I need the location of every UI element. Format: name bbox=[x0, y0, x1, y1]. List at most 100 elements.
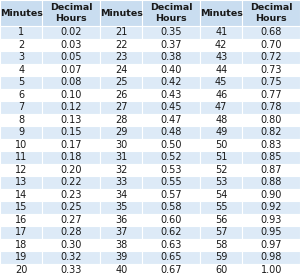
Bar bbox=[42, 201, 100, 214]
Bar bbox=[42, 76, 100, 89]
Text: 0.20: 0.20 bbox=[61, 165, 82, 175]
Text: 0.43: 0.43 bbox=[160, 90, 182, 100]
Text: 33: 33 bbox=[115, 177, 127, 187]
Bar bbox=[200, 114, 242, 126]
Text: 55: 55 bbox=[215, 202, 227, 212]
Bar bbox=[242, 76, 300, 89]
Text: 13: 13 bbox=[15, 177, 27, 187]
Text: 0.08: 0.08 bbox=[61, 78, 82, 87]
Text: 0.72: 0.72 bbox=[260, 52, 282, 62]
Bar bbox=[242, 64, 300, 76]
Bar bbox=[200, 39, 242, 51]
Bar bbox=[0, 39, 42, 51]
Text: 39: 39 bbox=[115, 252, 127, 262]
Bar bbox=[42, 64, 100, 76]
Text: 21: 21 bbox=[115, 28, 128, 38]
Text: Decimal
Hours: Decimal Hours bbox=[50, 3, 92, 23]
Text: 49: 49 bbox=[215, 128, 227, 137]
Bar bbox=[42, 151, 100, 164]
Bar bbox=[0, 151, 42, 164]
Bar bbox=[142, 201, 200, 214]
Bar bbox=[0, 114, 42, 126]
Text: 60: 60 bbox=[215, 265, 227, 275]
Bar bbox=[42, 51, 100, 64]
Text: 18: 18 bbox=[15, 240, 27, 250]
Text: 14: 14 bbox=[15, 190, 27, 200]
Bar bbox=[142, 139, 200, 151]
Bar bbox=[200, 201, 242, 214]
Bar bbox=[0, 126, 42, 139]
Text: 0.38: 0.38 bbox=[160, 52, 182, 62]
Bar bbox=[0, 0, 42, 26]
Bar bbox=[100, 26, 142, 39]
Text: 54: 54 bbox=[215, 190, 227, 200]
Bar bbox=[142, 214, 200, 226]
Text: 48: 48 bbox=[215, 115, 227, 125]
Text: 47: 47 bbox=[215, 102, 227, 112]
Text: 0.32: 0.32 bbox=[61, 252, 82, 262]
Bar bbox=[100, 101, 142, 114]
Text: 1.00: 1.00 bbox=[260, 265, 282, 275]
Bar bbox=[200, 151, 242, 164]
Bar bbox=[0, 201, 42, 214]
Text: 0.25: 0.25 bbox=[60, 202, 82, 212]
Bar bbox=[100, 214, 142, 226]
Text: 0.97: 0.97 bbox=[260, 240, 282, 250]
Text: 0.42: 0.42 bbox=[160, 78, 182, 87]
Bar bbox=[242, 176, 300, 189]
Bar bbox=[242, 251, 300, 264]
Bar bbox=[0, 251, 42, 264]
Bar bbox=[0, 64, 42, 76]
Text: 24: 24 bbox=[115, 65, 128, 75]
Text: 0.05: 0.05 bbox=[61, 52, 82, 62]
Bar bbox=[142, 251, 200, 264]
Bar bbox=[142, 89, 200, 101]
Bar bbox=[242, 89, 300, 101]
Bar bbox=[200, 64, 242, 76]
Bar bbox=[0, 214, 42, 226]
Bar bbox=[200, 26, 242, 39]
Text: 0.90: 0.90 bbox=[260, 190, 282, 200]
Bar bbox=[42, 89, 100, 101]
Bar bbox=[200, 238, 242, 251]
Bar bbox=[100, 238, 142, 251]
Bar bbox=[242, 114, 300, 126]
Text: 0.78: 0.78 bbox=[260, 102, 282, 112]
Bar bbox=[42, 214, 100, 226]
Text: 30: 30 bbox=[115, 140, 127, 150]
Text: 0.23: 0.23 bbox=[61, 190, 82, 200]
Bar bbox=[42, 226, 100, 238]
Text: 12: 12 bbox=[15, 165, 27, 175]
Text: 0.58: 0.58 bbox=[160, 202, 182, 212]
Text: 57: 57 bbox=[215, 227, 227, 237]
Bar bbox=[142, 126, 200, 139]
Bar bbox=[100, 176, 142, 189]
Bar bbox=[100, 251, 142, 264]
Text: 0.53: 0.53 bbox=[160, 165, 182, 175]
Bar bbox=[242, 101, 300, 114]
Text: 19: 19 bbox=[15, 252, 27, 262]
Text: 20: 20 bbox=[15, 265, 27, 275]
Bar bbox=[100, 114, 142, 126]
Text: 32: 32 bbox=[115, 165, 128, 175]
Bar bbox=[100, 264, 142, 276]
Bar bbox=[242, 26, 300, 39]
Bar bbox=[200, 176, 242, 189]
Text: 0.28: 0.28 bbox=[61, 227, 82, 237]
Text: 0.60: 0.60 bbox=[160, 215, 182, 225]
Bar bbox=[100, 126, 142, 139]
Text: 23: 23 bbox=[115, 52, 128, 62]
Text: 7: 7 bbox=[18, 102, 24, 112]
Text: 11: 11 bbox=[15, 152, 27, 162]
Text: 36: 36 bbox=[115, 215, 127, 225]
Bar bbox=[142, 151, 200, 164]
Text: 0.70: 0.70 bbox=[260, 40, 282, 50]
Bar bbox=[0, 26, 42, 39]
Bar bbox=[200, 214, 242, 226]
Text: 0.18: 0.18 bbox=[61, 152, 82, 162]
Text: 9: 9 bbox=[18, 128, 24, 137]
Text: 28: 28 bbox=[115, 115, 128, 125]
Bar bbox=[0, 176, 42, 189]
Text: Decimal
Hours: Decimal Hours bbox=[250, 3, 292, 23]
Bar bbox=[242, 201, 300, 214]
